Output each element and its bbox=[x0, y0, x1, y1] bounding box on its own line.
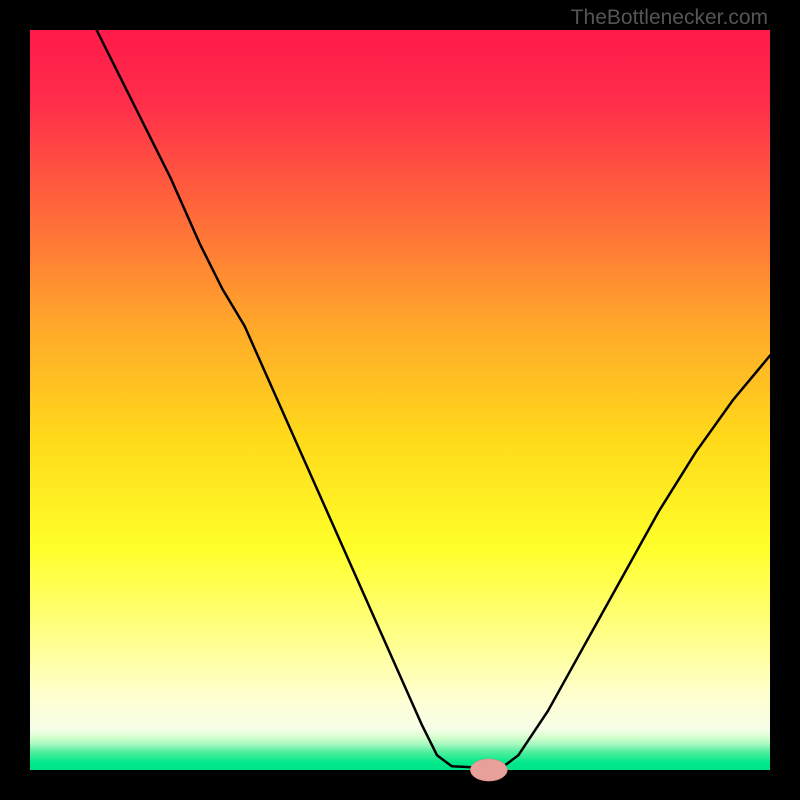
chart-container: TheBottlenecker.com bbox=[0, 0, 800, 800]
watermark-label: TheBottlenecker.com bbox=[571, 6, 768, 30]
chart-svg bbox=[0, 0, 800, 800]
plot-background bbox=[30, 30, 770, 770]
optimum-marker bbox=[470, 759, 507, 781]
